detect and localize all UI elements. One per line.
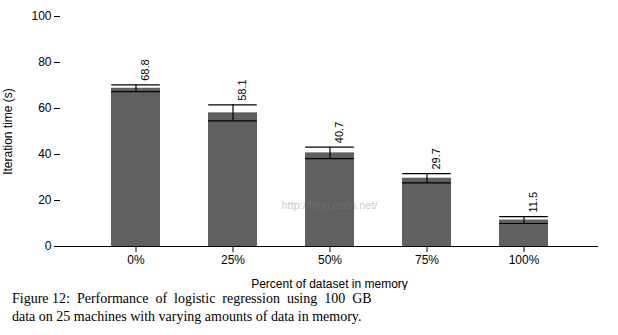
- svg-text:100%: 100%: [509, 253, 540, 267]
- svg-text:20: 20: [38, 193, 52, 207]
- svg-text:29.7: 29.7: [430, 148, 442, 169]
- svg-text:http://blog.csdn.net/: http://blog.csdn.net/: [281, 199, 378, 211]
- svg-text:Iteration time (s): Iteration time (s): [1, 88, 15, 175]
- svg-text:68.8: 68.8: [139, 59, 151, 80]
- svg-text:75%: 75%: [415, 253, 439, 267]
- svg-text:Percent of dataset in memory: Percent of dataset in memory: [251, 277, 408, 291]
- svg-text:100: 100: [31, 9, 51, 23]
- svg-text:40: 40: [38, 147, 52, 161]
- svg-text:80: 80: [38, 55, 52, 69]
- svg-text:11.5: 11.5: [527, 192, 539, 213]
- svg-text:58.1: 58.1: [236, 79, 248, 100]
- html-text:Figure 12: Performance of logi: Figure 12: Performance of logistic regre…: [12, 291, 372, 306]
- svg-text:50%: 50%: [318, 253, 342, 267]
- svg-text:0%: 0%: [127, 253, 145, 267]
- html-text:data on 25 machines with varyi: data on 25 machines with varying amounts…: [12, 309, 362, 324]
- svg-text:0: 0: [45, 239, 52, 253]
- svg-text:40.7: 40.7: [333, 122, 345, 143]
- svg-text:60: 60: [38, 101, 52, 115]
- svg-text:25%: 25%: [221, 253, 245, 267]
